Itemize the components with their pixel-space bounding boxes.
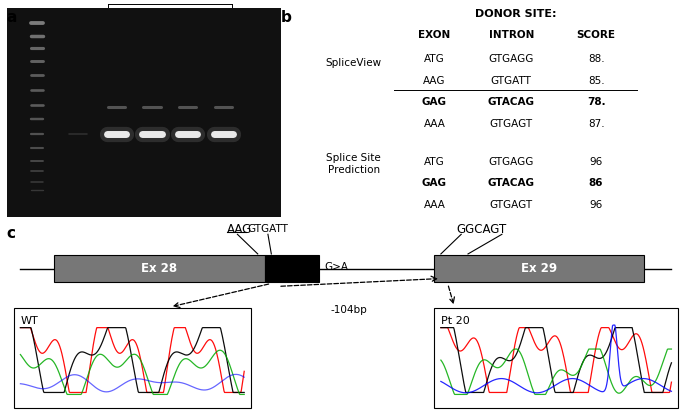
- Bar: [14, 308, 251, 408]
- Text: NC: NC: [71, 0, 85, 1]
- Text: Ex 29: Ex 29: [521, 262, 558, 275]
- Text: b: b: [281, 10, 292, 25]
- Text: GTACAG: GTACAG: [488, 178, 535, 189]
- Text: GTGATT: GTGATT: [490, 76, 532, 86]
- Text: WT: WT: [21, 316, 38, 326]
- Text: 96: 96: [590, 200, 603, 210]
- Text: 96: 96: [590, 157, 603, 167]
- Text: GTGAGT: GTGAGT: [490, 119, 533, 128]
- Text: AAA: AAA: [423, 200, 445, 210]
- Text: 20: 20: [164, 0, 176, 1]
- Text: ATG: ATG: [424, 54, 445, 64]
- Text: SpliceView: SpliceView: [325, 58, 382, 68]
- Text: EXON: EXON: [419, 31, 451, 41]
- Text: GGCAGT: GGCAGT: [456, 223, 507, 236]
- Text: DONOR SITE:: DONOR SITE:: [475, 9, 556, 19]
- Text: AAA: AAA: [423, 119, 445, 128]
- Text: GTGAGT: GTGAGT: [490, 200, 533, 210]
- Text: ATG: ATG: [424, 157, 445, 167]
- Text: 87.: 87.: [588, 119, 604, 128]
- Bar: [434, 255, 645, 283]
- Text: GAG: GAG: [422, 178, 447, 189]
- Text: AAG: AAG: [423, 76, 446, 86]
- Text: 88.: 88.: [588, 54, 604, 64]
- Text: 78.: 78.: [587, 97, 606, 107]
- Bar: [264, 255, 319, 283]
- Text: -104bp: -104bp: [331, 305, 368, 315]
- Text: Ex 28: Ex 28: [141, 262, 177, 275]
- Text: G>A: G>A: [324, 262, 348, 272]
- Text: GAG: GAG: [422, 97, 447, 107]
- Text: GTACAG: GTACAG: [488, 97, 535, 107]
- Text: Splice Site
Prediction: Splice Site Prediction: [326, 153, 381, 175]
- Text: GTGATT: GTGATT: [247, 224, 288, 234]
- Text: INTRON: INTRON: [488, 31, 534, 41]
- Text: a: a: [7, 10, 17, 25]
- Text: c: c: [7, 226, 16, 241]
- Text: SCORE: SCORE: [577, 31, 616, 41]
- Text: GTGAGG: GTGAGG: [488, 54, 534, 64]
- Text: 86: 86: [589, 178, 603, 189]
- Bar: [54, 255, 264, 283]
- Text: AAG: AAG: [227, 223, 253, 236]
- Bar: [434, 308, 678, 408]
- Text: Pt 20: Pt 20: [441, 316, 470, 326]
- Text: 85.: 85.: [588, 76, 604, 86]
- Text: GTGAGG: GTGAGG: [488, 157, 534, 167]
